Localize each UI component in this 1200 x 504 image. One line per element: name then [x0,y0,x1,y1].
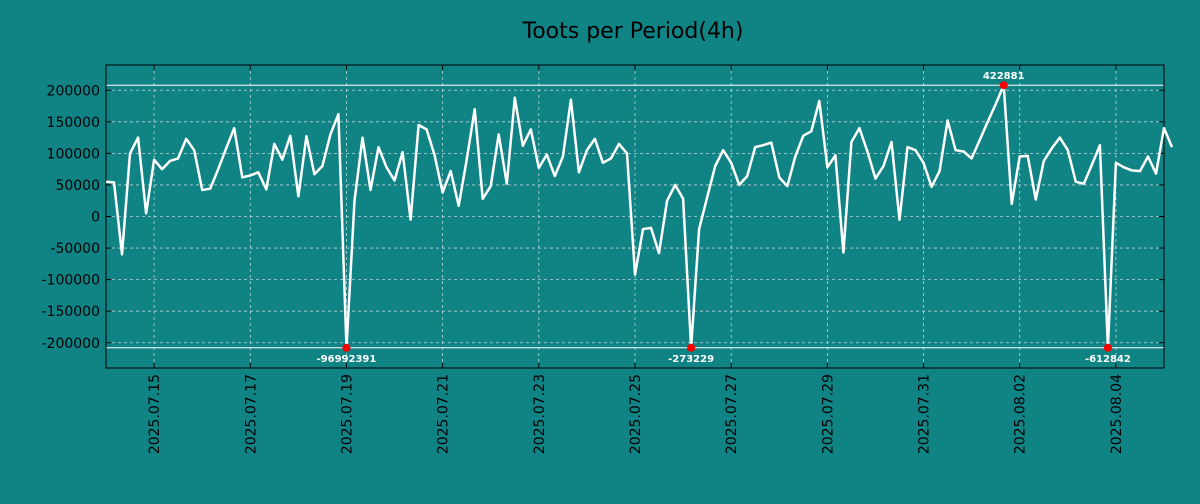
grid [106,65,1164,368]
peak-marker [999,81,1008,90]
x-tick-label: 2025.07.25 [628,374,644,454]
y-tick-label: 0 [91,210,100,226]
peak-marker [1103,343,1112,352]
peak-marker [342,343,351,352]
x-tick-label: 2025.07.31 [917,374,933,454]
reference-lines [106,84,1164,349]
x-tick-label: 2025.07.23 [532,374,548,454]
peak-label: -273229 [668,354,714,365]
y-tick-label: -200000 [42,336,101,352]
y-tick-label: 200000 [47,83,100,99]
x-tick-label: 2025.08.02 [1013,374,1029,454]
x-axis: 2025.07.15 2025.07.17 2025.07.19 2025.07.21… [147,65,1125,454]
x-tick-label: 2025.07.19 [339,374,355,454]
y-tick-label: -50000 [50,241,100,257]
y-axis: 200000 150000 100000 50000 0 -50000 -100000 -15… [42,83,1164,352]
y-tick-label: -150000 [42,304,101,320]
series-line-toots [105,83,1174,350]
x-tick-label: 2025.07.15 [147,374,163,454]
peak-label: -612842 [1085,354,1131,365]
x-tick-label: 2025.07.27 [724,374,740,454]
y-tick-label: -100000 [42,273,101,289]
x-tick-label: 2025.07.29 [820,374,836,454]
peak-label: -96992391 [317,354,377,365]
x-tick-label: 2025.08.04 [1109,374,1125,454]
x-tick-label: 2025.07.17 [243,374,259,454]
y-tick-label: 150000 [47,115,100,131]
peak-markers: -96992391 -273229 422881 -612842 [317,71,1131,365]
y-tick-label: 100000 [47,146,100,162]
x-tick-label: 2025.07.21 [436,374,452,454]
peak-marker [687,343,696,352]
y-tick-label: 50000 [55,178,100,194]
peak-label: 422881 [983,71,1025,82]
chart-title: Toots per Period(4h) [522,19,744,44]
